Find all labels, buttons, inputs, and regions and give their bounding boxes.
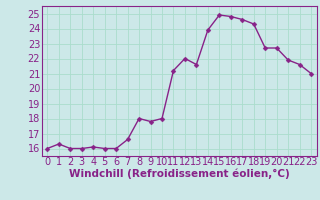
X-axis label: Windchill (Refroidissement éolien,°C): Windchill (Refroidissement éolien,°C): [69, 169, 290, 179]
